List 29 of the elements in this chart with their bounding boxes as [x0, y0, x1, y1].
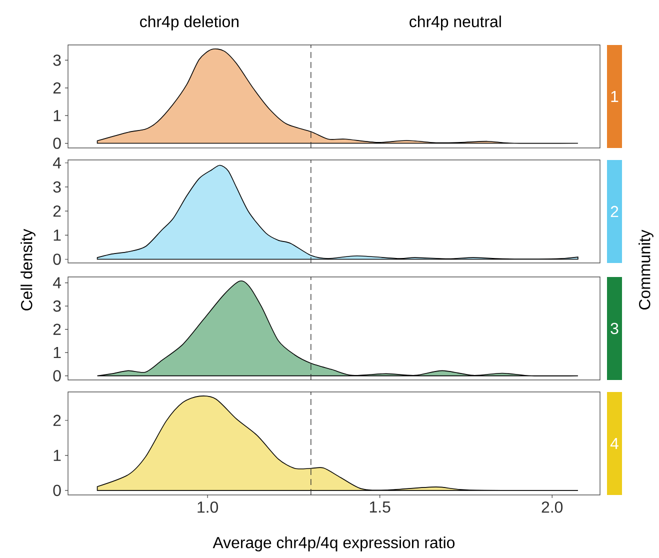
y-tick-label: 3	[53, 300, 61, 312]
y-tick-label: 1	[54, 230, 61, 241]
text: 1	[611, 91, 618, 102]
y-tick-label: 0	[53, 254, 61, 265]
text: 3	[610, 322, 618, 334]
y-tick-label: 1	[54, 450, 61, 461]
y-tick-label: 4	[52, 157, 62, 168]
text: chr4p neutral	[410, 16, 501, 30]
x-tick-label: 1.5	[370, 502, 390, 513]
x-axis-title: Average chr4p/4q expression ratio	[212, 536, 455, 552]
y-tick-label: 0	[53, 484, 61, 496]
x-tick-label: 2.0	[542, 502, 563, 513]
y-tick-label: 0	[53, 138, 61, 149]
x-tick-label: 1.0	[198, 502, 218, 513]
y-tick-label: 4	[52, 277, 62, 288]
y-tick-label: 2	[53, 414, 61, 426]
y-tick-label: 2	[53, 82, 61, 94]
y-axis-title: Cell density	[20, 228, 36, 310]
text: chr4p deletion	[140, 16, 238, 30]
y2-axis-title: Community	[638, 230, 654, 310]
y-tick-label: 1	[54, 347, 61, 358]
y-tick-label: 3	[53, 54, 61, 66]
text: 2	[610, 206, 618, 218]
y-tick-label: 3	[53, 181, 61, 193]
y-tick-label: 1	[54, 110, 61, 122]
y-tick-label: 2	[53, 206, 61, 217]
text: 4	[610, 438, 618, 449]
y-tick-label: 2	[53, 324, 61, 335]
y-tick-label: 0	[53, 370, 61, 382]
